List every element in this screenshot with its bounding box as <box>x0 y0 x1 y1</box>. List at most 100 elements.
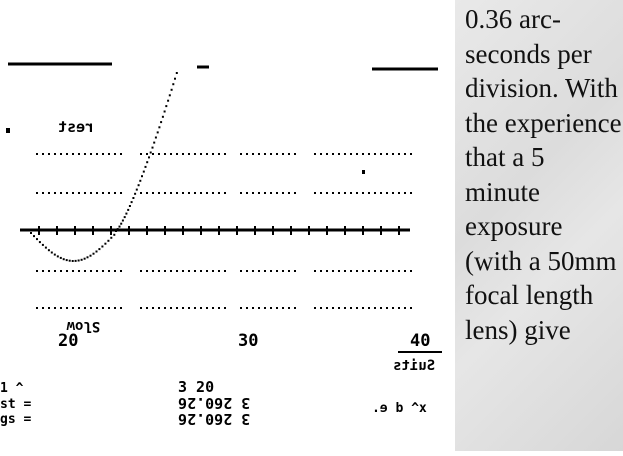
grid-dot <box>158 270 160 272</box>
grid-dot <box>404 307 406 309</box>
grid-dot <box>258 307 260 309</box>
grid-dot <box>48 307 50 309</box>
grid-dot <box>374 307 376 309</box>
axis-tick <box>182 226 184 235</box>
grid-dot <box>218 153 220 155</box>
grid-dot <box>72 192 74 194</box>
grid-dot <box>36 307 38 309</box>
curve-point <box>149 151 152 154</box>
grid-dot <box>326 192 328 194</box>
axis-tick <box>218 226 220 235</box>
grid-dot <box>264 153 266 155</box>
grid-dot <box>218 192 220 194</box>
curve-point <box>98 248 101 251</box>
grid-dot <box>102 307 104 309</box>
grid-dot <box>66 192 68 194</box>
curve-point <box>56 255 59 258</box>
axis-tick <box>290 226 292 235</box>
mirrored-label-bottom-left: Slow <box>66 318 100 334</box>
grid-dot <box>176 153 178 155</box>
body-text: 0.36 arc-seconds per division. With the … <box>465 4 622 345</box>
grid-dot <box>380 307 382 309</box>
grid-dot <box>200 153 202 155</box>
grid-dot <box>362 270 364 272</box>
grid-dot <box>320 270 322 272</box>
readout-left-line-2: st = <box>0 397 31 412</box>
grid-dot <box>72 153 74 155</box>
curve-point <box>134 192 137 195</box>
grid-dot <box>164 270 166 272</box>
curve-point <box>127 208 130 211</box>
curve-point <box>142 170 145 173</box>
grid-dot <box>200 307 202 309</box>
grid-dot <box>246 307 248 309</box>
grid-dot <box>240 270 242 272</box>
curve-point <box>86 256 89 259</box>
grid-dot <box>338 192 340 194</box>
grid-dot <box>240 153 242 155</box>
axis-tick <box>128 226 130 235</box>
grid-dot <box>344 270 346 272</box>
grid-dot <box>78 270 80 272</box>
grid-dot <box>332 192 334 194</box>
grid-dot <box>362 192 364 194</box>
curve-point <box>44 246 47 249</box>
grid-dot <box>176 192 178 194</box>
grid-dot <box>264 307 266 309</box>
curve-point <box>36 238 38 241</box>
axis-ticks <box>38 226 400 235</box>
grid-dot <box>176 270 178 272</box>
grid-dot <box>42 307 44 309</box>
grid-dot <box>404 270 406 272</box>
grid-dot <box>326 153 328 155</box>
grid-dot <box>108 270 110 272</box>
grid-dot <box>374 153 376 155</box>
grid-dot <box>398 192 400 194</box>
grid-dot <box>170 270 172 272</box>
grid-dot <box>72 307 74 309</box>
grid-dot <box>350 192 352 194</box>
tracking-curve <box>30 72 178 262</box>
axis-tick <box>110 226 112 235</box>
axis-tick <box>272 226 274 235</box>
grid-dot <box>386 153 388 155</box>
curve-point <box>50 251 53 254</box>
grid-dot <box>182 270 184 272</box>
grid-dot <box>332 307 334 309</box>
grid-dot <box>96 192 98 194</box>
grid-dot <box>368 270 370 272</box>
grid-dot <box>102 270 104 272</box>
grid-dot <box>158 192 160 194</box>
grid-dot <box>282 270 284 272</box>
grid-dot <box>170 192 172 194</box>
grid-dot <box>108 307 110 309</box>
grid-dot <box>320 153 322 155</box>
grid-dot <box>90 270 92 272</box>
grid-dot <box>368 307 370 309</box>
grid-dot <box>374 270 376 272</box>
curve-point <box>30 232 32 234</box>
grid-dot <box>362 307 364 309</box>
grid-dot <box>270 270 272 272</box>
curve-point <box>59 256 62 259</box>
curve-point <box>160 121 163 124</box>
curve-point <box>144 165 147 168</box>
mirrored-label-top: rest <box>58 118 94 136</box>
grid-dot <box>224 192 226 194</box>
grid-dot <box>152 192 154 194</box>
axis-tick <box>380 226 382 235</box>
curve-point <box>128 205 131 207</box>
axis-tick <box>308 226 310 235</box>
grid-dot <box>42 192 44 194</box>
grid-dot <box>146 192 148 194</box>
curve-point <box>41 243 44 246</box>
curve-point <box>68 259 71 262</box>
grid-dot <box>120 192 122 194</box>
curve-point <box>107 239 110 242</box>
axis-tick <box>164 226 166 235</box>
curve-point <box>101 245 104 248</box>
grid-dot <box>224 153 226 155</box>
curve-point <box>167 99 170 102</box>
grid-dot <box>90 307 92 309</box>
side-text-panel: 0.36 arc-seconds per division. With the … <box>455 0 623 451</box>
